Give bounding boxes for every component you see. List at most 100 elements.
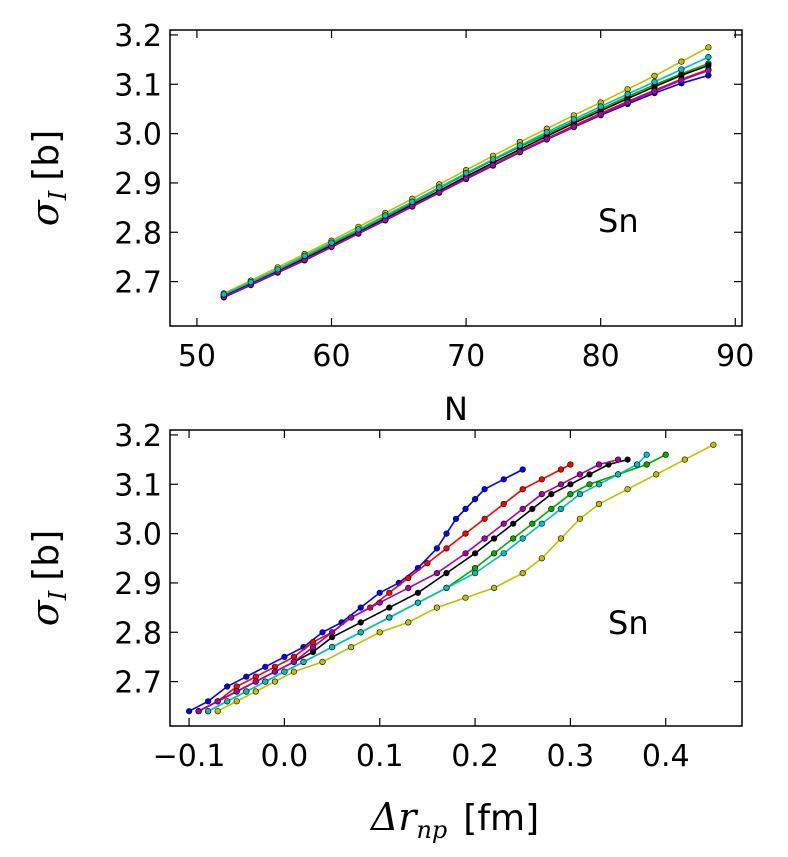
bottom-data-point [205,708,212,715]
top-series-line-model-6 [223,69,709,298]
top-data-point [543,135,550,143]
top-xtick-label: 60 [312,339,350,374]
bottom-data-point [538,555,545,562]
top-plot-frame [169,29,743,327]
top-data-point [651,72,658,79]
bottom-data-point [595,481,603,488]
top-data-point [705,53,712,61]
top-x-axis-label: N [444,390,468,428]
bottom-x-axis-unit: [fm] [463,798,539,839]
bottom-data-point [462,530,469,537]
bottom-data-point [624,456,631,463]
bottom-data-point [281,653,288,661]
bottom-data-point [576,515,584,522]
top-annotation-sn: Sn [598,202,639,240]
bottom-data-point [510,535,517,542]
top-ytick-label: 3.0 [114,118,162,153]
top-data-point [651,78,658,85]
top-data-point [543,129,550,136]
bottom-data-point [567,461,574,468]
bottom-y-axis-subscript: I [44,590,72,601]
bottom-data-point [519,535,526,542]
bottom-data-point [376,599,383,606]
bottom-x-axis-subscript: np [416,816,447,844]
bottom-data-point [491,535,498,542]
bottom-data-point [252,688,259,695]
top-xtick-label: 90 [716,339,754,374]
bottom-data-point [271,678,279,685]
bottom-data-point [290,668,298,675]
top-ytick-label: 3.1 [114,68,162,103]
bottom-data-point [519,466,526,473]
top-data-point [301,252,308,259]
top-data-point [597,111,604,118]
bottom-ytick-label: 2.7 [114,666,162,701]
bottom-series-line-model-1 [188,468,524,712]
bottom-xtick-label: 0.2 [451,739,499,774]
bottom-data-point [243,673,250,680]
bottom-data-point [462,594,469,601]
bottom-x-axis-label: Δrnp [fm] [369,795,539,844]
top-y-axis-unit: [b] [26,130,67,181]
bottom-data-point [243,688,250,695]
bottom-data-point [595,461,603,468]
top-data-point [678,77,685,84]
bottom-data-point [386,604,393,611]
bottom-data-point [386,614,393,621]
top-data-point [597,103,604,110]
bottom-ytick-label: 2.8 [114,616,162,651]
top-data-point [570,123,577,130]
bottom-data-point [443,545,450,552]
bottom-data-point [510,520,517,527]
bottom-data-point [319,658,326,666]
bottom-data-point [309,643,317,651]
bottom-data-point [376,589,383,596]
bottom-data-point [586,471,593,478]
bottom-ytick-label: 3.1 [114,468,162,503]
bottom-data-point [462,550,469,557]
bottom-data-point [443,569,450,577]
bottom-data-point [462,505,469,513]
bottom-data-point [633,461,641,468]
bottom-ytick-label: 2.9 [114,567,162,602]
top-data-point [705,44,712,51]
bottom-panel: −0.1 0.0 0.1 0.2 0.3 0.4 2.7 2.8 2.9 3.0 3.1 3.2 Δ… [23,419,743,844]
top-xtick-label: 70 [447,339,485,374]
top-data-point [220,291,227,298]
top-y-ticks: 2.7 2.8 2.9 3.0 3.1 3.2 [114,19,742,301]
bottom-data-point [586,481,593,488]
bottom-data-point [500,500,507,508]
bottom-data-point [491,550,498,557]
bottom-data-point [405,584,412,592]
bottom-data-point [614,471,622,478]
bottom-data-point [271,668,279,675]
bottom-data-point [491,584,498,592]
top-data-point [651,88,658,95]
bottom-data-point [195,708,202,715]
top-ytick-label: 2.8 [114,216,162,251]
bottom-data-point [300,658,307,666]
bottom-data-point [662,451,669,458]
bottom-data-point [357,604,364,611]
top-data-point [247,279,254,286]
bottom-data-point [500,550,507,557]
top-ytick-label: 2.9 [114,167,162,202]
bottom-x-axis-symbol: Δr [369,795,419,839]
bottom-data-point [290,658,298,666]
top-data-point [382,212,389,219]
bottom-ytick-label: 3.2 [114,419,162,454]
bottom-data-point [500,476,507,483]
top-data-point [355,226,362,233]
bottom-xtick-label: −0.1 [153,739,226,774]
bottom-data-point [386,589,393,596]
top-data-point [678,66,685,73]
top-data-point [678,58,685,65]
bottom-data-point [595,500,603,508]
bottom-data-point [414,589,422,596]
top-y-axis-label: σI [b] [23,130,72,226]
bottom-data-point [233,698,240,705]
top-data-point [463,175,470,182]
top-data-point [624,90,631,98]
bottom-data-point [329,643,336,651]
bottom-data-point [252,678,259,685]
